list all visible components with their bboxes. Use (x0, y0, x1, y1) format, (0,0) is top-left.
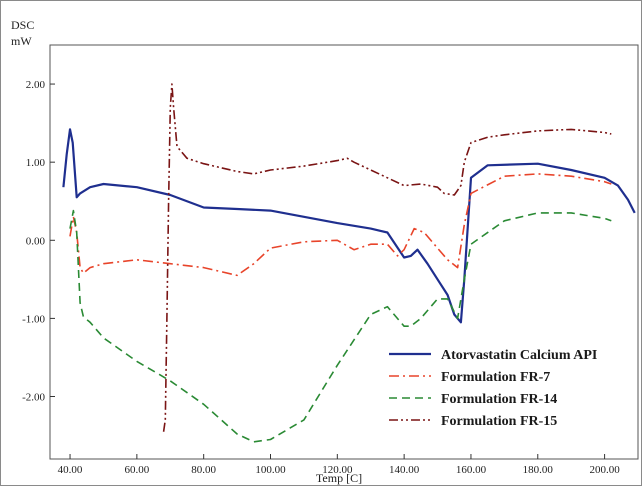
x-tick-label: 40.00 (58, 464, 83, 476)
y-tick-label: -1.00 (22, 313, 45, 325)
x-tick-label: 60.00 (124, 464, 149, 476)
x-tick-label: 80.00 (191, 464, 216, 476)
y-tick-label: 0.00 (26, 235, 46, 247)
series-layer (62, 83, 636, 443)
x-tick-label: 180.00 (523, 464, 554, 476)
axis-ticks: 40.00 60.00 80.00 100.00 120.00 140.00 160.00 1… (22, 79, 620, 476)
x-tick-label: 120.00 (322, 464, 353, 476)
x-axis-title: Temp [C] (316, 471, 362, 485)
y-axis-title-unit: mW (11, 34, 32, 48)
x-tick-label: 160.00 (456, 464, 487, 476)
legend-label-2: Formulation FR-7 (441, 370, 550, 385)
y-tick-label: 2.00 (26, 79, 46, 91)
series-line-3 (69, 209, 612, 443)
series-line-1 (62, 128, 636, 324)
series-line-4 (162, 83, 612, 432)
legend-label-4: Formulation FR-15 (441, 414, 557, 429)
x-tick-label: 100.00 (255, 464, 286, 476)
series-line-2 (69, 173, 612, 277)
legend-label-3: Formulation FR-14 (441, 392, 557, 407)
legend: Atorvastatin Calcium API Formulation FR-7… (389, 348, 597, 429)
y-axis-title-dsc: DSC (11, 18, 34, 32)
y-tick-label: -2.00 (22, 392, 45, 404)
x-tick-label: 140.00 (389, 464, 420, 476)
x-tick-label: 200.00 (589, 464, 620, 476)
y-tick-label: 1.00 (26, 157, 46, 169)
legend-label-1: Atorvastatin Calcium API (441, 348, 597, 363)
plot-area (49, 44, 639, 460)
